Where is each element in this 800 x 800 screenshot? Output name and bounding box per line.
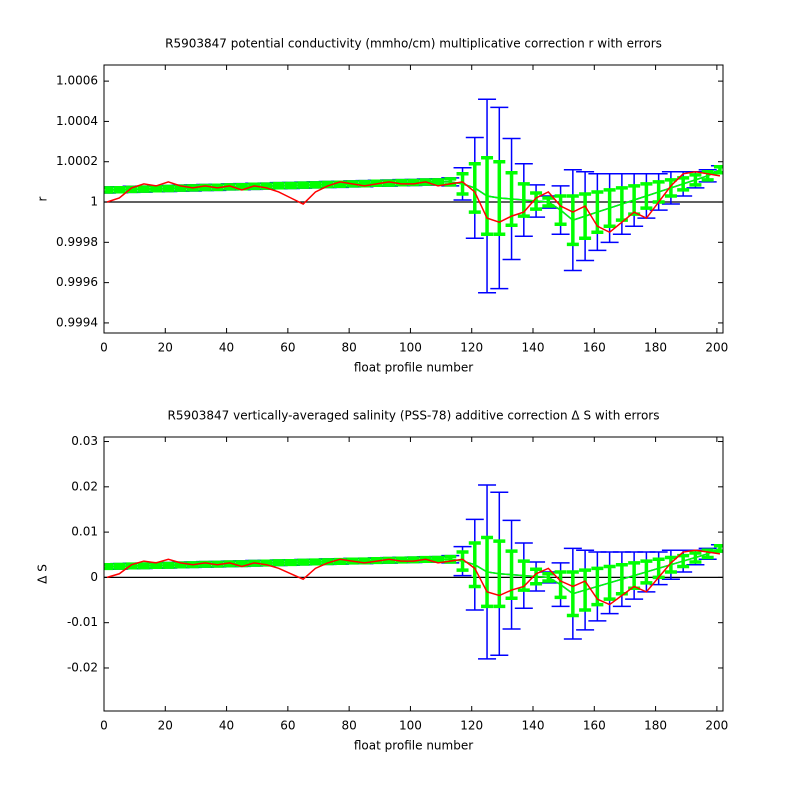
plot-area bbox=[104, 65, 723, 333]
x-tick-label: 60 bbox=[280, 719, 295, 733]
x-axis-label: float profile number bbox=[354, 361, 473, 375]
error-bar bbox=[713, 165, 723, 175]
chart-title: R5903847 vertically-averaged salinity (P… bbox=[168, 409, 660, 423]
x-tick-label: 140 bbox=[522, 719, 545, 733]
series-line bbox=[107, 547, 721, 595]
y-tick-label: 0.9998 bbox=[56, 235, 98, 249]
x-axis-label: float profile number bbox=[354, 739, 473, 753]
plot-marks bbox=[104, 98, 723, 294]
series-line bbox=[106, 171, 721, 234]
y-tick-label: 0.9996 bbox=[56, 275, 98, 289]
x-tick-label: 140 bbox=[522, 341, 545, 355]
x-tick-label: 80 bbox=[342, 719, 357, 733]
x-tick-label: 0 bbox=[100, 719, 108, 733]
y-tick-label: 0.03 bbox=[71, 434, 98, 448]
series-line bbox=[106, 549, 721, 606]
x-tick-label: 40 bbox=[219, 341, 234, 355]
x-tick-label: 100 bbox=[399, 341, 422, 355]
y-tick-label: 0.02 bbox=[71, 479, 98, 493]
error-bar bbox=[104, 186, 114, 194]
plot-marks bbox=[104, 484, 723, 660]
x-tick-label: 200 bbox=[705, 341, 728, 355]
y-tick-label: 1.0006 bbox=[56, 74, 98, 88]
x-tick-label: 180 bbox=[644, 719, 667, 733]
y-axis-label: Δ S bbox=[36, 564, 50, 584]
x-tick-label: 120 bbox=[460, 719, 483, 733]
chart-title: R5903847 potential conductivity (mmho/cm… bbox=[165, 37, 662, 51]
x-tick-label: 200 bbox=[705, 719, 728, 733]
axes-frame bbox=[103, 64, 724, 334]
y-tick-label: -0.02 bbox=[67, 660, 98, 674]
subplot: R5903847 potential conductivity (mmho/cm… bbox=[36, 37, 729, 375]
y-tick-label: 0.9994 bbox=[56, 315, 98, 329]
y-tick-label: 1.0004 bbox=[56, 114, 98, 128]
x-tick-label: 40 bbox=[219, 719, 234, 733]
x-tick-label: 20 bbox=[158, 341, 173, 355]
error-bar bbox=[713, 543, 723, 553]
x-tick-label: 160 bbox=[583, 719, 606, 733]
x-tick-label: 20 bbox=[158, 719, 173, 733]
y-tick-label: 0 bbox=[90, 570, 98, 584]
subplot: R5903847 vertically-averaged salinity (P… bbox=[36, 409, 729, 753]
y-tick-label: 1.0002 bbox=[56, 154, 98, 168]
y-tick-label: 0.01 bbox=[71, 525, 98, 539]
series-line bbox=[107, 169, 721, 221]
x-tick-label: 60 bbox=[280, 341, 295, 355]
y-tick-label: -0.01 bbox=[67, 615, 98, 629]
y-axis-label: r bbox=[36, 196, 50, 201]
error-bar bbox=[104, 562, 114, 571]
axes-frame bbox=[103, 436, 724, 712]
x-tick-label: 0 bbox=[100, 341, 108, 355]
plot-area bbox=[104, 437, 723, 711]
x-tick-label: 180 bbox=[644, 341, 667, 355]
x-tick-label: 100 bbox=[399, 719, 422, 733]
x-tick-label: 80 bbox=[342, 341, 357, 355]
x-tick-label: 160 bbox=[583, 341, 606, 355]
x-tick-label: 120 bbox=[460, 341, 483, 355]
y-tick-label: 1 bbox=[90, 195, 98, 209]
